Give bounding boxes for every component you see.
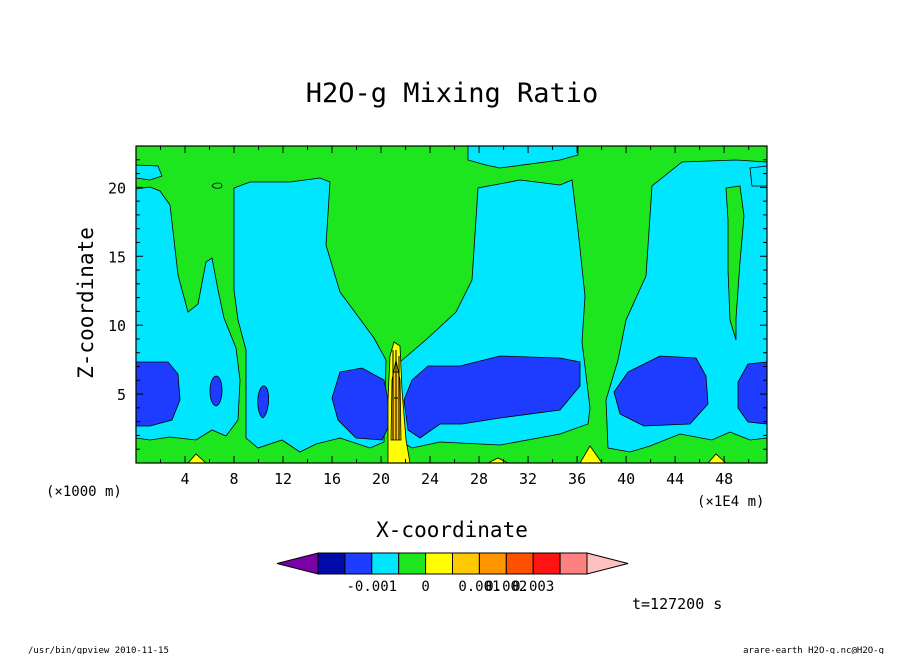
- contour-plot: [136, 146, 767, 463]
- colorbar-tick-label: 0.001: [458, 579, 500, 595]
- contour-level-green-dot: [211, 182, 223, 189]
- time-label: t=127200 s: [632, 595, 722, 613]
- x-tick-label: 4: [180, 470, 189, 488]
- y-tick-label: 15: [108, 248, 126, 266]
- x-unit-right: (×1E4 m): [697, 494, 764, 510]
- y-axis-ticks: 5 10 15 20: [108, 159, 767, 450]
- contour-level-blue-core-right-edge: [737, 361, 767, 425]
- colorbar-swatch: [425, 552, 454, 575]
- contour-level-blue-dot-left: [209, 375, 223, 407]
- footer-right: arare-earth_H2O-g.nc@H2O-g: [743, 646, 884, 654]
- x-tick-label: 36: [568, 470, 586, 488]
- x-tick-label: 40: [617, 470, 635, 488]
- contour-level-yellow-bottom-30: [487, 457, 509, 463]
- y-tick-label: 20: [108, 179, 126, 197]
- y-axis-label: Z-coordinate: [74, 227, 98, 379]
- x-tick-label: 44: [666, 470, 684, 488]
- colorbar-swatch: [398, 552, 427, 575]
- contour-level-yellow-bottom-left: [187, 453, 207, 463]
- colorbar-swatch: [371, 552, 400, 575]
- contour-level-blue-core-center-left: [331, 367, 393, 441]
- contour-level-cyan-top-center: [467, 146, 579, 169]
- colorbar-tick-label: -0.001: [347, 579, 398, 595]
- contour-level-green-right-tongue: [725, 185, 745, 341]
- colorbar: [276, 552, 629, 575]
- colorbar-arrow-high: [586, 552, 629, 575]
- contour-level-yellow-bottom-36: [579, 445, 603, 463]
- colorbar-tick-label: 0: [421, 579, 429, 595]
- colorbar-swatch: [532, 552, 561, 575]
- chart-title: H2O-g Mixing Ratio: [306, 78, 599, 109]
- contour-level-blue-core-right: [613, 355, 709, 427]
- colorbar-swatch: [344, 552, 373, 575]
- x-unit-left: (×1000 m): [46, 484, 122, 500]
- contour-level-blue-dot-mid: [257, 385, 270, 419]
- colorbar-swatch: [478, 552, 507, 575]
- x-axis-ticks: 4 8 12 16 20 24 28 32 36 40 44 48: [160, 146, 750, 488]
- x-tick-label: 28: [470, 470, 488, 488]
- x-tick-label: 20: [372, 470, 390, 488]
- colorbar-swatch: [559, 552, 588, 575]
- colorbar-swatch: [317, 552, 346, 575]
- colorbar-tick-label: 0.002: [485, 579, 527, 595]
- plot-frame: [135, 145, 768, 464]
- x-axis-label: X-coordinate: [376, 518, 528, 542]
- x-tick-label: 32: [519, 470, 537, 488]
- colorbar-swatch: [505, 552, 534, 575]
- colorbar-tick-label: 0.003: [512, 579, 554, 595]
- footer-left: /usr/bin/gpview 2010-11-15: [28, 646, 169, 654]
- contour-level-black-plume-lines: [392, 350, 400, 440]
- colorbar-arrow-low: [276, 552, 319, 575]
- y-tick-label: 5: [117, 386, 126, 404]
- x-tick-label: 24: [421, 470, 439, 488]
- x-tick-label: 48: [715, 470, 733, 488]
- x-tick-label: 16: [323, 470, 341, 488]
- colorbar-swatch: [452, 552, 480, 575]
- contour-level-cyan-right-edge-top: [749, 165, 767, 187]
- x-tick-label: 8: [230, 470, 239, 488]
- contour-level-yellow-bottom-48: [707, 453, 727, 463]
- contour-level-blue-core-left: [136, 361, 181, 427]
- contour-level-blue-core-center: [403, 355, 581, 439]
- contour-level-cyan-top-left: [136, 164, 163, 181]
- y-tick-label: 10: [108, 317, 126, 335]
- x-tick-label: 12: [274, 470, 292, 488]
